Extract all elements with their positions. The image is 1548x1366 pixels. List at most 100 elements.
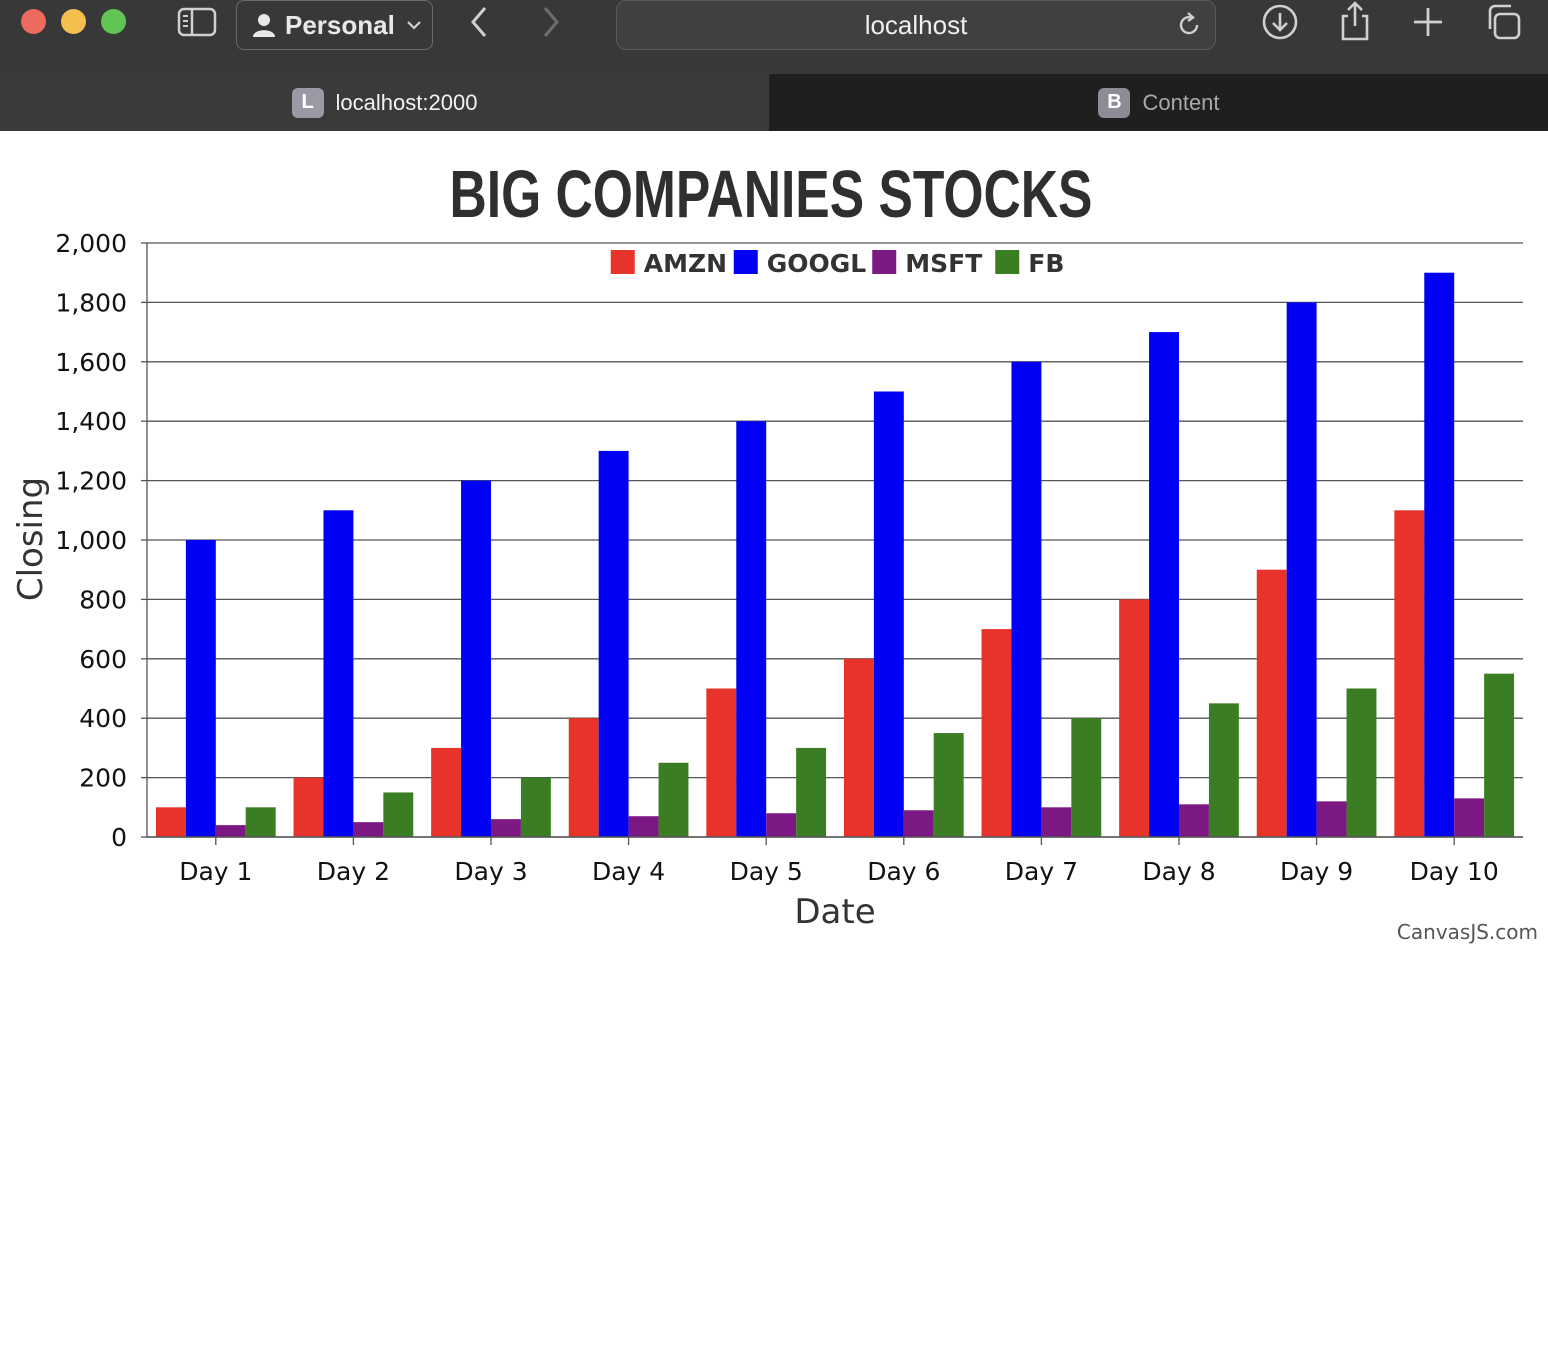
bar-googl[interactable] (185, 540, 216, 837)
bar-msft[interactable] (491, 819, 521, 837)
tab-overview-icon[interactable] (1483, 2, 1523, 42)
bar-fb[interactable] (1208, 703, 1239, 837)
bar-fb[interactable] (1346, 688, 1377, 838)
bar-googl[interactable] (323, 510, 354, 837)
bar-googl[interactable] (1286, 302, 1317, 837)
tab-favicon: B (1098, 87, 1131, 118)
chevron-left-icon[interactable] (462, 4, 498, 40)
bar-msft[interactable] (766, 813, 797, 837)
bar-amzn[interactable] (706, 688, 737, 838)
legend-swatch-amzn (610, 250, 635, 274)
bar-googl[interactable] (736, 421, 767, 837)
y-tick-label: 400 (79, 704, 127, 733)
bar-msft[interactable] (628, 816, 659, 837)
plus-icon[interactable] (1408, 2, 1448, 42)
bar-amzn[interactable] (155, 807, 186, 837)
bar-fb[interactable] (933, 733, 964, 837)
bar-amzn[interactable] (568, 718, 599, 837)
bar-msft[interactable] (353, 822, 384, 837)
bar-msft[interactable] (215, 825, 246, 837)
bar-fb[interactable] (245, 807, 276, 837)
bar-amzn[interactable] (843, 658, 874, 837)
chart-container: BIG COMPANIES STOCKS 0 200 400 600 800 1,000 1… (0, 131, 1548, 1366)
bar-googl[interactable] (873, 391, 904, 838)
y-tick-label: 200 (79, 764, 127, 793)
x-tick-label: Day 1 (179, 857, 252, 886)
bar-fb[interactable] (383, 792, 414, 837)
tab-label: Content (1142, 89, 1220, 115)
bar-googl[interactable] (1011, 361, 1042, 837)
bar-msft[interactable] (1179, 804, 1209, 837)
axes: 0 200 400 600 800 1,000 1,200 1,400 1,600 1,800 2,… (55, 229, 1523, 886)
profile-label: Personal (285, 9, 395, 40)
bar-googl[interactable] (1149, 332, 1179, 837)
canvasjs-credit-link[interactable]: CanvasJS.com (1397, 920, 1538, 944)
tab-content[interactable]: B Content (770, 74, 1548, 131)
download-icon[interactable] (1260, 2, 1300, 42)
x-tick-label: Day 8 (1142, 857, 1215, 886)
reload-icon[interactable] (1175, 11, 1203, 39)
y-axis-label: Closing (11, 477, 51, 601)
legend-swatch-fb (995, 250, 1020, 274)
bar-msft[interactable] (1316, 801, 1347, 837)
chart-title: BIG COMPANIES STOCKS (450, 156, 1093, 231)
bar-fb[interactable] (1071, 718, 1102, 837)
y-tick-label: 600 (79, 645, 127, 674)
x-tick-label: Day 2 (317, 857, 390, 886)
y-tick-label: 1,200 (55, 467, 127, 496)
x-tick-label: Day 3 (454, 857, 527, 886)
bar-msft[interactable] (903, 810, 934, 837)
bar-amzn[interactable] (1256, 569, 1287, 837)
y-tick-label: 1,000 (55, 526, 127, 555)
legend-swatch-msft (872, 250, 897, 274)
bar-googl[interactable] (598, 450, 629, 837)
bar-msft[interactable] (1454, 798, 1485, 837)
bar-amzn[interactable] (293, 777, 324, 837)
bar-fb[interactable] (658, 762, 689, 837)
bar-fb[interactable] (796, 747, 827, 837)
bar-amzn[interactable] (981, 629, 1012, 837)
tab-localhost[interactable]: L localhost:2000 (0, 74, 769, 131)
legend-label-googl[interactable]: GOOGL (767, 249, 867, 278)
bar-amzn[interactable] (1394, 510, 1425, 837)
y-tick-label: 800 (79, 585, 127, 614)
share-icon[interactable] (1335, 0, 1375, 42)
browser-toolbar: Personal localhost (0, 0, 1548, 74)
legend-label-fb[interactable]: FB (1028, 249, 1064, 278)
chevron-right-icon[interactable] (532, 4, 568, 40)
x-tick-label: Day 10 (1410, 857, 1499, 886)
legend-label-msft[interactable]: MSFT (905, 249, 982, 278)
address-bar[interactable]: localhost (616, 0, 1216, 50)
sidebar-icon[interactable] (176, 6, 218, 38)
window-minimize-button[interactable] (61, 9, 86, 34)
bar-amzn[interactable] (431, 747, 462, 837)
bar-fb[interactable] (1484, 673, 1515, 837)
legend-label-amzn[interactable]: AMZN (644, 249, 727, 278)
address-text: localhost (864, 9, 968, 40)
chevron-down-icon (407, 21, 421, 30)
bar-amzn[interactable] (1119, 599, 1150, 837)
bars-group (155, 272, 1515, 838)
x-tick-label: Day 4 (592, 857, 665, 886)
bar-msft[interactable] (1041, 807, 1072, 837)
x-tick-label: Day 5 (730, 857, 803, 886)
y-tick-label: 1,800 (55, 288, 127, 317)
legend[interactable]: AMZN GOOGL MSFT FB (610, 249, 1065, 278)
y-tick-label: 1,600 (55, 348, 127, 377)
x-tick-label: Day 7 (1005, 857, 1078, 886)
bar-chart: BIG COMPANIES STOCKS 0 200 400 600 800 1,000 1… (11, 156, 1538, 944)
tab-bar: L localhost:2000 B Content (0, 74, 1548, 131)
profile-button[interactable]: Personal (236, 0, 433, 50)
bar-fb[interactable] (520, 777, 551, 837)
x-tick-label: Day 9 (1280, 857, 1353, 886)
window-zoom-button[interactable] (101, 9, 126, 34)
window-close-button[interactable] (21, 9, 46, 34)
person-icon (253, 14, 275, 37)
tab-label: localhost:2000 (335, 89, 478, 115)
x-tick-label: Day 6 (867, 857, 940, 886)
y-tick-label: 2,000 (55, 229, 127, 258)
bar-googl[interactable] (461, 480, 491, 837)
bar-googl[interactable] (1424, 272, 1455, 837)
legend-swatch-googl (733, 250, 758, 274)
x-axis-label: Date (794, 892, 875, 932)
